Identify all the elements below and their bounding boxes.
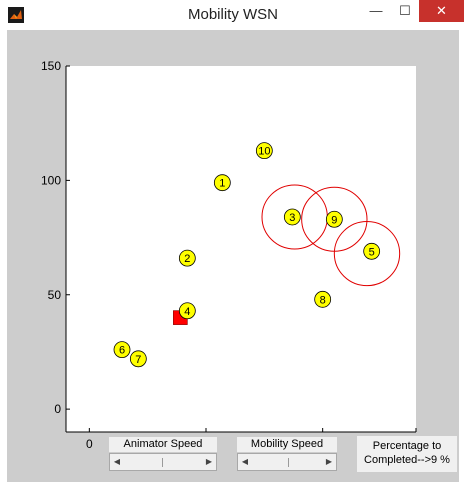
sensor-node[interactable] [178, 249, 196, 267]
figure-area: 0 50 100 150 0 1 2 3 4 5 6 7 8 9 10 Animator Speed ◀ ▶… [7, 30, 459, 482]
slider-right-arrow-icon[interactable]: ▶ [205, 457, 213, 466]
slider-track[interactable] [252, 454, 322, 470]
y-tick-label: 50 [48, 288, 62, 302]
x-tick-label: 0 [86, 437, 93, 451]
sensor-node-label: 7 [135, 354, 141, 366]
slider-left-arrow-icon[interactable]: ◀ [241, 457, 249, 466]
mobility-speed-label: Mobility Speed [237, 437, 337, 452]
communication-range-circle [333, 221, 401, 287]
sensor-node-label: 1 [219, 178, 225, 190]
sensor-node-label: 3 [289, 212, 295, 224]
sensor-node-label: 2 [184, 253, 190, 265]
slider-thumb[interactable] [288, 458, 289, 467]
title-bar: Mobility WSN — ☐ ✕ [0, 0, 466, 30]
close-button[interactable]: ✕ [419, 0, 464, 22]
sensor-node[interactable] [255, 142, 273, 160]
sensor-node[interactable] [113, 341, 131, 359]
matlab-icon [8, 7, 24, 23]
sensor-node[interactable] [283, 208, 301, 226]
sensor-node-label: 4 [184, 306, 190, 318]
sensor-node[interactable] [314, 290, 332, 308]
minimize-button[interactable]: — [369, 3, 383, 18]
percentage-line-2: Completed-->9 % [364, 454, 450, 466]
sensor-node[interactable] [363, 242, 381, 260]
sensor-node-label: 8 [320, 294, 326, 306]
sensor-node-label: 10 [258, 146, 270, 158]
animator-speed-slider[interactable]: ◀ ▶ [109, 453, 217, 471]
slider-right-arrow-icon[interactable]: ▶ [325, 457, 333, 466]
sensor-node-label: 9 [331, 214, 337, 226]
sensor-node-label: 5 [369, 246, 375, 258]
window-frame-bottom [0, 482, 466, 489]
percentage-completed-text: Percentage to Completed-->9 % [357, 436, 457, 472]
plot-area [66, 66, 416, 432]
sensor-node[interactable] [213, 174, 231, 192]
y-tick-label: 0 [54, 402, 61, 416]
sensor-node-label: 6 [119, 345, 125, 357]
y-tick-label: 150 [41, 59, 61, 73]
sensor-node[interactable] [325, 210, 343, 228]
y-tick-label: 100 [41, 173, 61, 187]
mobility-speed-slider[interactable]: ◀ ▶ [237, 453, 337, 471]
window-frame-right [459, 30, 466, 489]
window-title: Mobility WSN [187, 6, 278, 23]
maximize-button[interactable]: ☐ [399, 3, 411, 18]
window-frame-left [0, 30, 7, 489]
animator-speed-label: Animator Speed [109, 437, 217, 452]
sensor-node[interactable] [129, 350, 147, 368]
percentage-line-1: Percentage to [372, 440, 442, 452]
sensor-node[interactable] [178, 302, 196, 320]
slider-left-arrow-icon[interactable]: ◀ [113, 457, 121, 466]
slider-thumb[interactable] [162, 458, 163, 467]
wsn-plot[interactable]: 0 50 100 150 0 1 2 3 4 5 67 8 9 10 [7, 30, 459, 482]
slider-track[interactable] [124, 454, 202, 470]
